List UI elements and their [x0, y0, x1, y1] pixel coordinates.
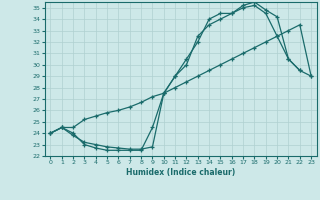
X-axis label: Humidex (Indice chaleur): Humidex (Indice chaleur)	[126, 168, 236, 177]
